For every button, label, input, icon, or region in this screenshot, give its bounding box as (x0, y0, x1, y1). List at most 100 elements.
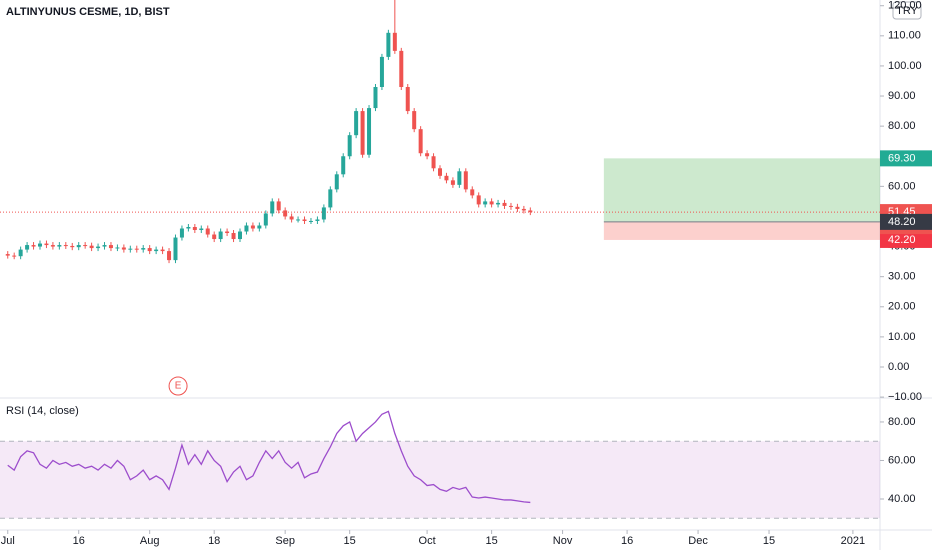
candle-body (367, 108, 372, 155)
candle-body (489, 201, 494, 205)
candle-body (328, 189, 333, 208)
candle-body (379, 56, 384, 88)
y-tick-label: 100.00 (888, 60, 922, 72)
candle-body (476, 195, 481, 205)
target-label-box (880, 150, 932, 167)
candle-body (134, 248, 139, 250)
candle-body (457, 171, 462, 185)
candle-body (147, 248, 152, 252)
candle-body (276, 201, 281, 211)
x-tick-label: 15 (763, 535, 775, 547)
candle-body (470, 189, 475, 196)
earnings-marker (168, 376, 188, 396)
candle-body (496, 202, 501, 205)
candle-body (121, 247, 126, 250)
candle-body (360, 111, 365, 155)
candle-body (334, 174, 339, 190)
y-tick-label: 40.00 (888, 493, 916, 505)
candle-body (154, 249, 159, 252)
candle-body (31, 245, 36, 247)
rsi-title: RSI (14, close) (6, 405, 79, 417)
currency[interactable]: TRY (896, 5, 918, 17)
candle-body (289, 216, 294, 220)
candle-body (405, 87, 410, 112)
entry-label-box (880, 213, 932, 230)
candle-body (283, 210, 288, 217)
candle-body (5, 254, 10, 256)
candle-body (128, 248, 133, 250)
target-zone (603, 158, 880, 222)
x-tick-label: Jul (1, 535, 15, 547)
candle-body (244, 225, 249, 232)
candle-body (315, 219, 320, 221)
candle-body (25, 245, 30, 250)
candle-body (321, 207, 326, 220)
candle-body (192, 226, 197, 231)
x-tick-label: 16 (621, 535, 633, 547)
x-tick-label: 16 (73, 535, 85, 547)
candle-body (160, 249, 165, 252)
candle-body (70, 245, 75, 248)
candle-body (89, 245, 94, 249)
candle-body (167, 251, 172, 261)
candle-body (250, 225, 255, 229)
candle-body (18, 249, 23, 257)
stop-label-box (880, 231, 932, 248)
candle-body (270, 201, 275, 214)
candle-body (502, 202, 507, 206)
x-tick-label: Oct (419, 535, 436, 547)
candle-body (399, 50, 404, 88)
candle-body (392, 32, 397, 51)
x-tick-label: 2021 (841, 535, 865, 547)
candle-body (508, 205, 513, 207)
stop-zone (603, 221, 880, 240)
candle-body (12, 255, 17, 257)
candle-body (386, 32, 391, 57)
candle-body (515, 206, 520, 209)
candle-body (521, 208, 526, 211)
candle-body (483, 201, 488, 205)
rsi-band (0, 441, 880, 519)
candle-body (231, 233, 236, 240)
candle-body (308, 220, 313, 222)
y-tick-label: 20.00 (888, 301, 916, 313)
candle-body (444, 175, 449, 181)
candle-body (450, 180, 455, 185)
currency-box[interactable] (892, 1, 922, 20)
x-tick-label: Sep (275, 535, 295, 547)
x-tick-label: Nov (553, 535, 573, 547)
candle-body (347, 135, 352, 157)
y-tick-label: 120.00 (888, 0, 922, 12)
candle-body (186, 226, 191, 229)
y-tick-label: −10.00 (888, 391, 922, 403)
candle-body (102, 245, 107, 247)
candle-body (225, 231, 230, 234)
candle-body (354, 111, 359, 136)
y-tick-label: 80.00 (888, 120, 916, 132)
chart-title: ALTINYUNUS CESME, 1D, BIST (6, 6, 170, 18)
y-tick-label: 60.00 (888, 454, 916, 466)
candle-body (341, 156, 346, 175)
y-tick-label: 80.00 (888, 416, 916, 428)
candle-body (238, 231, 242, 240)
candle-body (425, 153, 430, 157)
y-tick-label: 0.00 (888, 361, 909, 373)
candle-body (141, 248, 146, 250)
candle-body (302, 219, 307, 221)
x-tick-label: 18 (208, 535, 220, 547)
x-tick-label: Aug (140, 535, 160, 547)
candle-body (218, 231, 223, 240)
candle-body (96, 246, 101, 249)
candle-body (373, 87, 378, 109)
x-tick-label: Dec (688, 535, 708, 547)
candle-body (38, 243, 42, 247)
earnings-label: E (175, 381, 182, 392)
candle-body (179, 228, 184, 238)
y-tick-label: 30.00 (888, 271, 916, 283)
stop-label: 42.20 (888, 234, 916, 246)
candle-body (50, 245, 55, 247)
candle-body (528, 210, 533, 213)
candle-body (63, 245, 68, 247)
